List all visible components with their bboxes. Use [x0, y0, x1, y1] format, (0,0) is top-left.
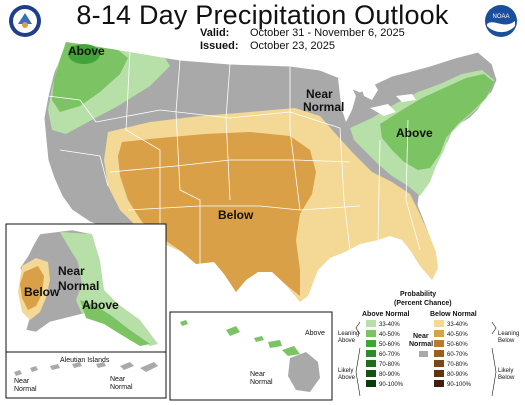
legend-above-swatch-6	[366, 380, 376, 387]
legend-below-bin-label-5: 80-90%	[447, 372, 468, 378]
legend-below-bin-label-0: 33-40%	[447, 322, 468, 328]
label-aleutian-near-normal-1a: Near	[14, 378, 30, 385]
hawaii-big-island	[288, 352, 320, 392]
conus-above-nw-dark	[68, 44, 100, 64]
alaska-above-medium	[80, 300, 150, 346]
map-title: 8-14 Day Precipitation Outlook	[76, 0, 449, 30]
legend: Probability (Percent Chance) Above Norma…	[338, 291, 519, 397]
legend-leaning-above-2: Above	[338, 338, 356, 344]
label-aleutian-near-normal-2b: Normal	[110, 384, 133, 391]
legend-below-bin-label-1: 40-50%	[447, 332, 468, 338]
conus-above-ne-medium	[380, 74, 494, 170]
legend-above-bin-label-0: 33-40%	[379, 322, 400, 328]
legend-below-header: Below Normal	[430, 311, 477, 318]
legend-near-header-2: Normal	[409, 341, 433, 348]
valid-label: Valid:	[200, 27, 230, 39]
label-ak-near-normal-2: Normal	[58, 279, 99, 293]
legend-near-header-1: Near	[413, 333, 429, 340]
legend-brace-above	[355, 321, 361, 397]
label-conus-below: Below	[218, 208, 254, 222]
label-ak-near-normal-1: Near	[58, 264, 85, 278]
legend-leaning-above-1: Leaning	[338, 331, 359, 337]
svg-text:NOAA: NOAA	[492, 14, 509, 20]
legend-above-swatch-4	[366, 360, 376, 367]
legend-likely-below-1: Likely	[498, 368, 513, 374]
legend-above-bin-label-5: 80-90%	[379, 372, 400, 378]
state-borders	[47, 51, 421, 264]
label-aleutian: Aleutian Islands	[60, 357, 110, 364]
legend-below-swatch-6	[434, 380, 444, 387]
legend-below-bin-label-6: 90-100%	[447, 382, 472, 388]
legend-likely-above-2: Above	[338, 375, 356, 381]
legend-below-swatch-0	[434, 320, 444, 327]
legend-above-swatch-2	[366, 340, 376, 347]
alaska-below-medium	[20, 266, 44, 310]
legend-below-bin-label-4: 70-80%	[447, 362, 468, 368]
legend-likely-above-1: Likely	[338, 368, 353, 374]
legend-below-swatch-5	[434, 370, 444, 377]
hawaii-islands-above	[180, 320, 300, 356]
legend-above-rows: 33-40% 40-50% 50-60% 60-70% 70-80% 80-90% 90-1…	[366, 320, 404, 388]
valid-dates: Valid: October 31 - November 6, 2025	[200, 27, 405, 39]
label-hi-near-normal-1: Near	[250, 371, 266, 378]
legend-above-bin-label-3: 60-70%	[379, 352, 400, 358]
legend-above-bin-label-4: 70-80%	[379, 362, 400, 368]
label-aleutian-near-normal-2a: Near	[110, 376, 126, 383]
legend-above-header: Above Normal	[362, 311, 410, 318]
legend-below-swatch-4	[434, 360, 444, 367]
legend-above-bin-label-2: 50-60%	[379, 342, 400, 348]
legend-brace-below	[491, 321, 497, 397]
legend-below-swatch-1	[434, 330, 444, 337]
legend-below-rows: 33-40% 40-50% 50-60% 60-70% 70-80% 80-90% 90-1…	[434, 320, 472, 388]
legend-below-swatch-3	[434, 350, 444, 357]
label-hi-above: Above	[305, 330, 325, 337]
doc-seal-icon	[9, 5, 41, 37]
legend-likely-below-2: Below	[498, 375, 515, 381]
legend-below-bin-label-2: 50-60%	[447, 342, 468, 348]
legend-leaning-below-1: Leaning	[498, 331, 519, 337]
legend-title-1: Probability	[400, 291, 436, 298]
label-conus-near-normal-2: Normal	[303, 100, 344, 114]
legend-above-swatch-0	[366, 320, 376, 327]
label-conus-above-nw: Above	[68, 44, 105, 58]
legend-above-bin-label-6: 90-100%	[379, 382, 404, 388]
conus-below-medium	[118, 132, 316, 296]
label-conus-near-normal-1: Near	[306, 87, 333, 101]
legend-above-swatch-1	[366, 330, 376, 337]
issued-date: Issued: October 23, 2025	[200, 40, 335, 52]
label-ak-below: Below	[24, 285, 60, 299]
label-ak-above: Above	[82, 298, 119, 312]
alaska-above	[60, 232, 158, 346]
legend-below-bin-label-3: 60-70%	[447, 352, 468, 358]
legend-leaning-below-2: Below	[498, 338, 515, 344]
label-aleutian-near-normal-1b: Normal	[14, 386, 37, 393]
label-conus-above-ne: Above	[396, 126, 433, 140]
legend-above-swatch-3	[366, 350, 376, 357]
legend-below-swatch-2	[434, 340, 444, 347]
aleutian-inset-frame	[5, 351, 167, 399]
valid-value: October 31 - November 6, 2025	[250, 27, 405, 39]
legend-near-swatch	[419, 351, 428, 357]
issued-value: October 23, 2025	[250, 40, 336, 52]
legend-above-bin-label-1: 40-50%	[379, 332, 400, 338]
great-lakes	[338, 78, 416, 122]
legend-above-swatch-5	[366, 370, 376, 377]
aleutian-islands	[14, 362, 158, 376]
label-hi-near-normal-2: Normal	[250, 379, 273, 386]
noaa-logo-icon: NOAA	[485, 5, 517, 37]
issued-label: Issued:	[200, 40, 239, 52]
legend-title-2: (Percent Chance)	[394, 300, 452, 307]
